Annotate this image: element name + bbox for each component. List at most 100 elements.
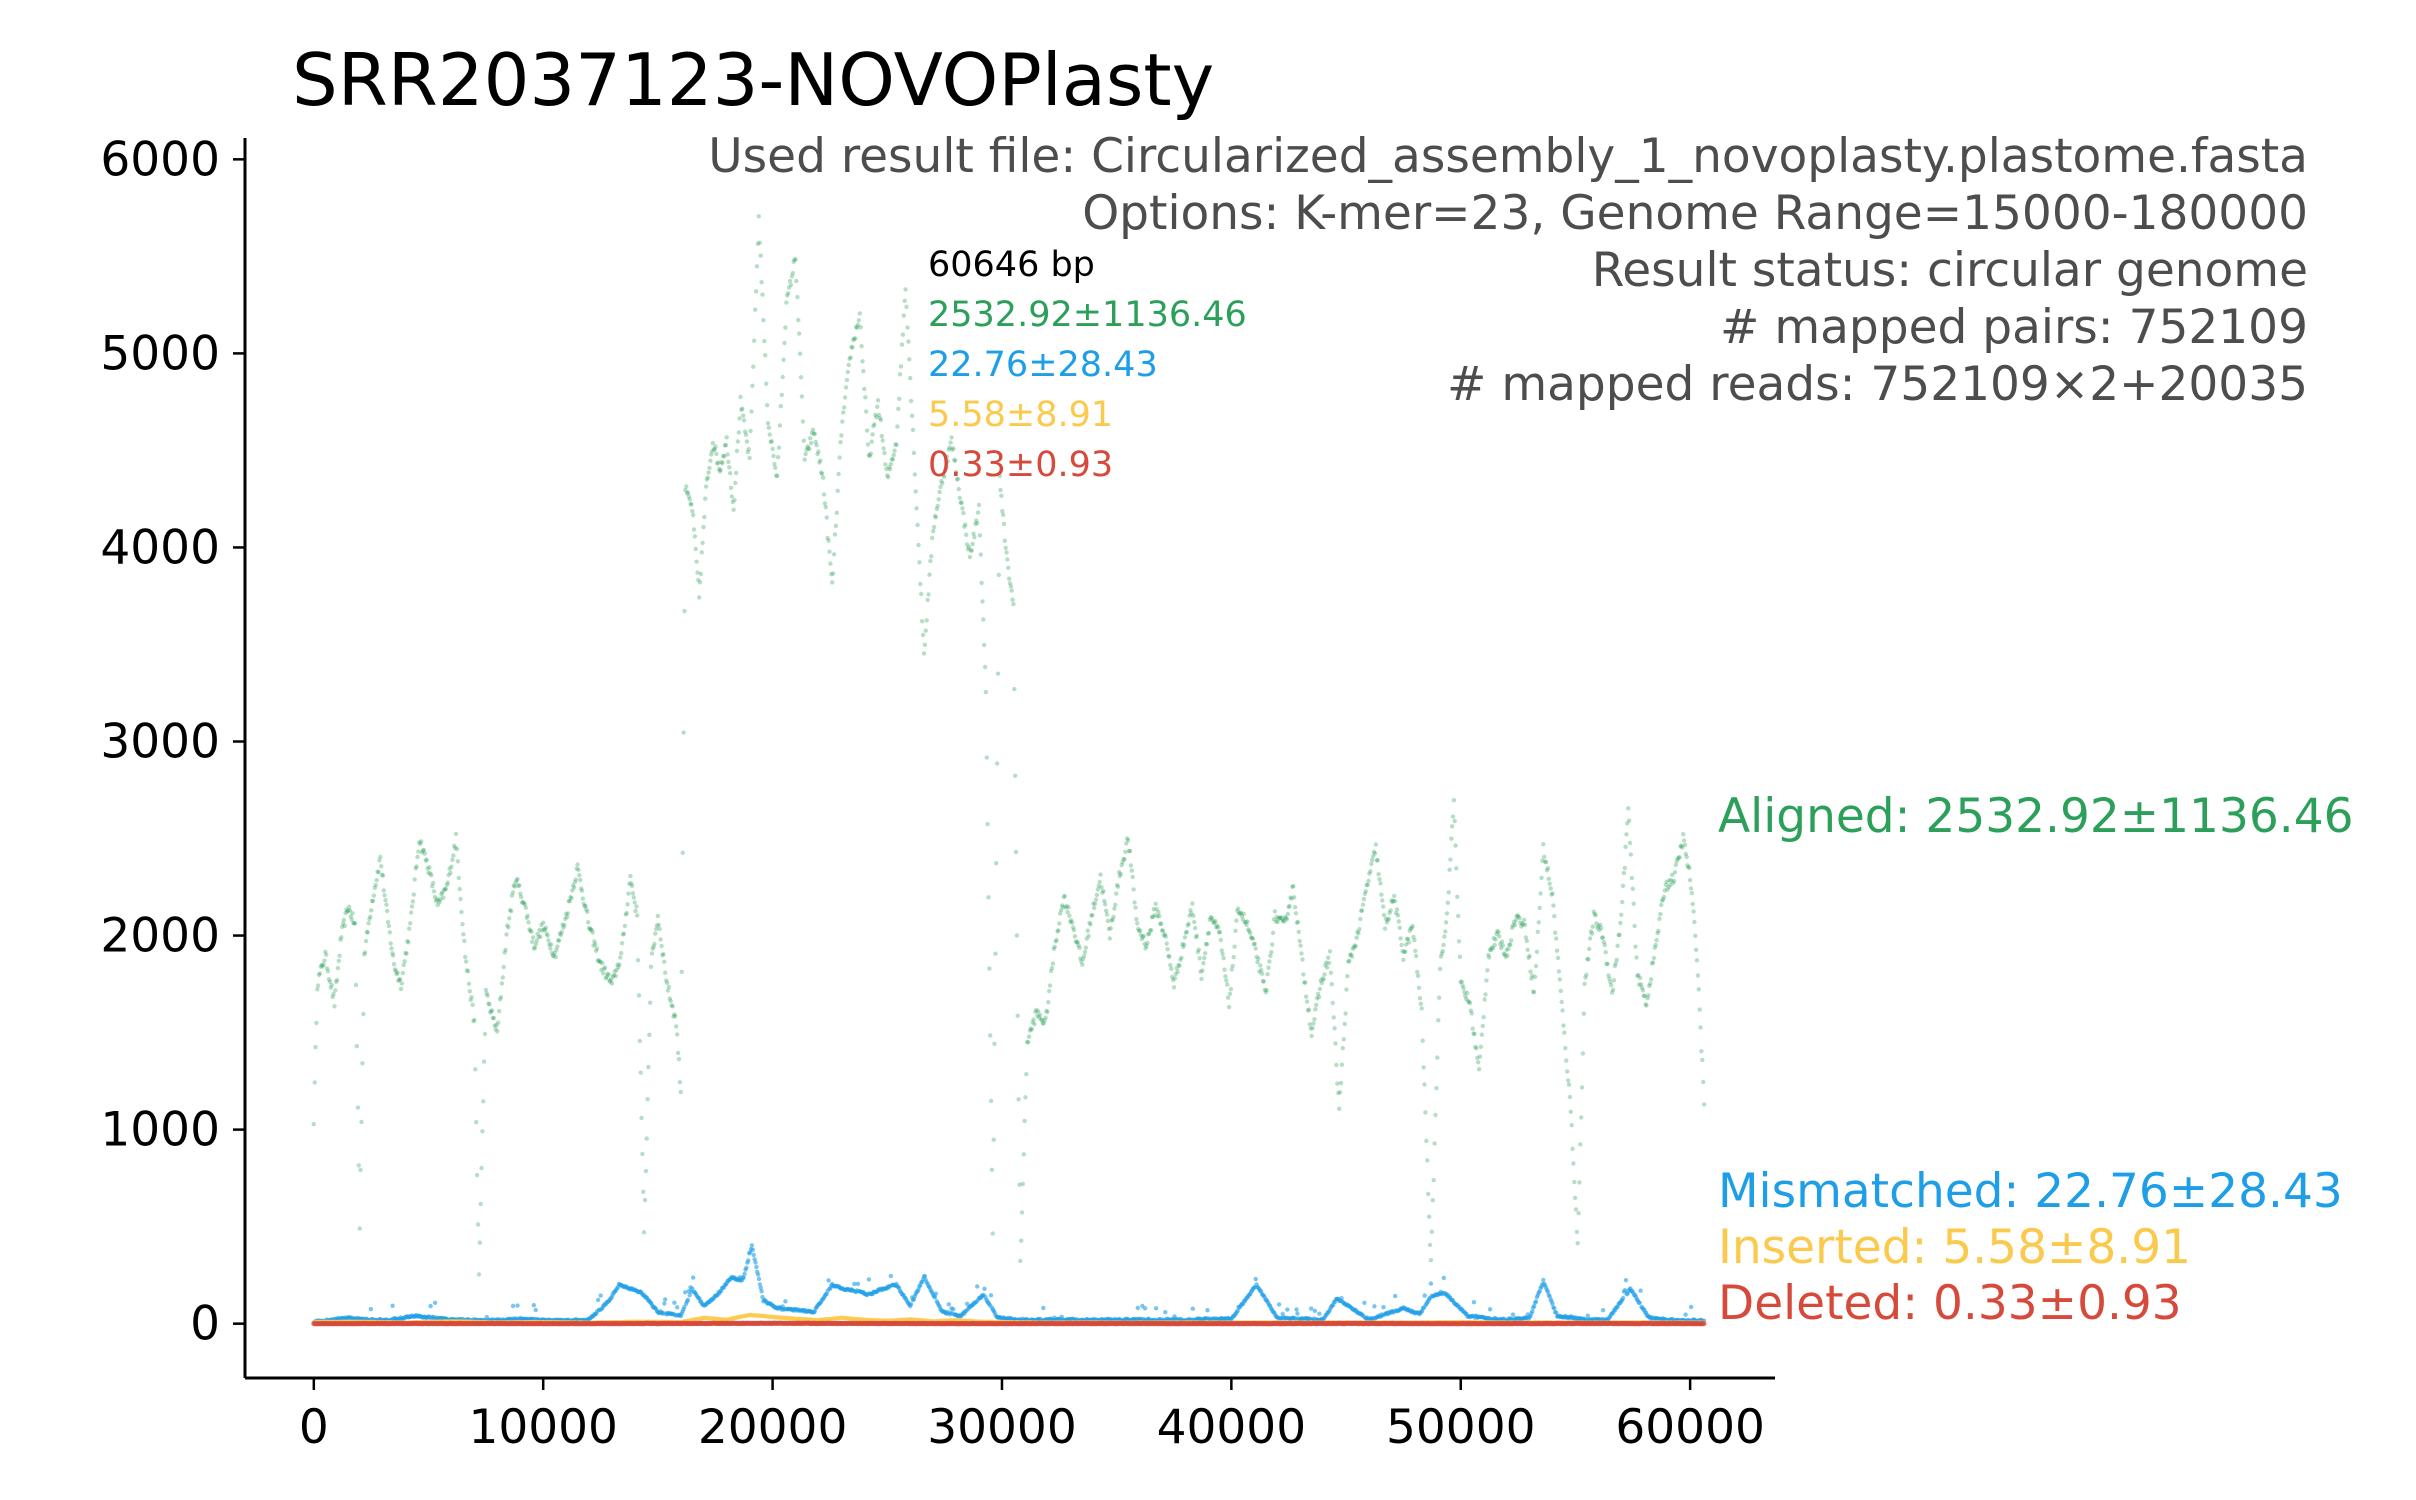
data-point-aligned [533, 941, 539, 947]
data-point-aligned [355, 1105, 361, 1110]
series-aligned [311, 214, 1707, 1277]
data-point-aligned [1527, 953, 1532, 959]
data-point-aligned [1598, 925, 1604, 931]
data-point-aligned [1556, 969, 1562, 974]
data-point-aligned [1461, 986, 1466, 991]
data-point-aligned [793, 257, 798, 262]
data-point-aligned [1023, 1095, 1028, 1100]
data-point-aligned [1284, 917, 1290, 922]
data-point-aligned [1123, 849, 1128, 854]
data-point-aligned [636, 993, 642, 998]
data-point-aligned [1164, 941, 1169, 946]
data-point-aligned [623, 912, 628, 917]
data-point-aligned [1125, 838, 1131, 843]
data-point-aligned [382, 893, 387, 898]
data-point-aligned [369, 898, 375, 904]
data-point-mismatched [1471, 1300, 1477, 1305]
data-point-aligned [673, 1013, 678, 1019]
data-point-aligned [1335, 1081, 1340, 1086]
data-point-aligned [902, 298, 907, 303]
data-point-aligned [1013, 849, 1019, 855]
data-point-aligned [424, 857, 429, 862]
data-point-mismatched [1309, 1306, 1314, 1311]
data-point-aligned [1446, 890, 1451, 895]
data-point-aligned [674, 1024, 679, 1029]
data-point-aligned [1444, 911, 1450, 916]
data-point-mismatched [1487, 1307, 1493, 1312]
data-point-aligned [875, 398, 881, 403]
data-point-aligned [1015, 1013, 1020, 1018]
data-point-mismatched [1285, 1307, 1290, 1312]
data-point-aligned [696, 577, 701, 583]
data-point-aligned [1687, 877, 1693, 883]
chart-title: SRR2037123-NOVOPlasty [292, 38, 1214, 122]
data-point-aligned [594, 946, 600, 951]
data-point-aligned [649, 951, 655, 956]
data-point-aligned [800, 419, 806, 424]
data-point-aligned [1112, 906, 1117, 911]
data-point-aligned [735, 439, 741, 444]
data-point-mismatched [753, 1260, 758, 1265]
data-points [311, 214, 1707, 1327]
data-point-aligned [1372, 851, 1378, 856]
data-point-aligned [963, 522, 968, 527]
data-point-aligned [609, 981, 615, 986]
data-point-aligned [1175, 969, 1180, 974]
data-point-aligned [1535, 929, 1541, 934]
data-point-aligned [842, 405, 847, 410]
data-point-aligned [639, 1115, 644, 1121]
data-point-aligned [1424, 1138, 1429, 1144]
data-point-aligned [1177, 963, 1182, 968]
data-point-aligned [332, 1004, 337, 1009]
data-point-mismatched [866, 1277, 872, 1282]
data-point-aligned [378, 854, 383, 860]
data-point-mismatched [759, 1289, 764, 1294]
data-point-aligned [1421, 1065, 1426, 1070]
data-point-mismatched [390, 1303, 395, 1309]
data-point-aligned [743, 432, 749, 437]
data-point-aligned [510, 890, 516, 895]
data-point-aligned [990, 1231, 995, 1236]
data-point-aligned [600, 961, 605, 966]
data-point-aligned [1234, 918, 1239, 923]
data-point-aligned [1617, 932, 1622, 938]
data-point-aligned [666, 984, 672, 990]
data-point-aligned [1317, 986, 1323, 992]
data-point-aligned [493, 1027, 498, 1032]
data-point-aligned [748, 428, 753, 434]
data-point-aligned [718, 467, 723, 473]
data-point-aligned [465, 969, 471, 974]
data-point-aligned [914, 506, 919, 511]
data-point-aligned [621, 931, 627, 936]
data-point-aligned [1252, 941, 1258, 947]
data-point-aligned [1627, 840, 1633, 846]
data-point-aligned [541, 920, 546, 925]
data-point-aligned [846, 362, 851, 368]
data-point-aligned [316, 972, 322, 977]
data-point-aligned [322, 958, 327, 963]
data-point-aligned [779, 392, 784, 398]
data-point-aligned [658, 937, 663, 942]
data-point-aligned [1018, 1258, 1023, 1264]
data-point-aligned [585, 909, 590, 914]
data-point-aligned [1671, 878, 1677, 884]
data-point-aligned [644, 1136, 649, 1141]
data-point-aligned [1153, 901, 1158, 906]
data-point-aligned [558, 932, 563, 938]
data-point-aligned [1561, 1023, 1566, 1028]
data-point-aligned [988, 1098, 994, 1104]
data-point-aligned [781, 357, 786, 362]
data-point-mismatched [751, 1252, 756, 1258]
data-point-aligned [844, 377, 850, 383]
data-point-aligned [479, 1165, 484, 1171]
data-point-aligned [351, 920, 356, 926]
data-point-aligned [1553, 930, 1558, 935]
data-point-mismatched [908, 1302, 914, 1307]
data-point-aligned [860, 359, 865, 364]
data-point-aligned [608, 977, 614, 982]
data-point-aligned [320, 964, 325, 969]
data-point-mismatched [1393, 1293, 1398, 1299]
data-point-aligned [466, 981, 472, 986]
data-point-aligned [1620, 883, 1626, 888]
